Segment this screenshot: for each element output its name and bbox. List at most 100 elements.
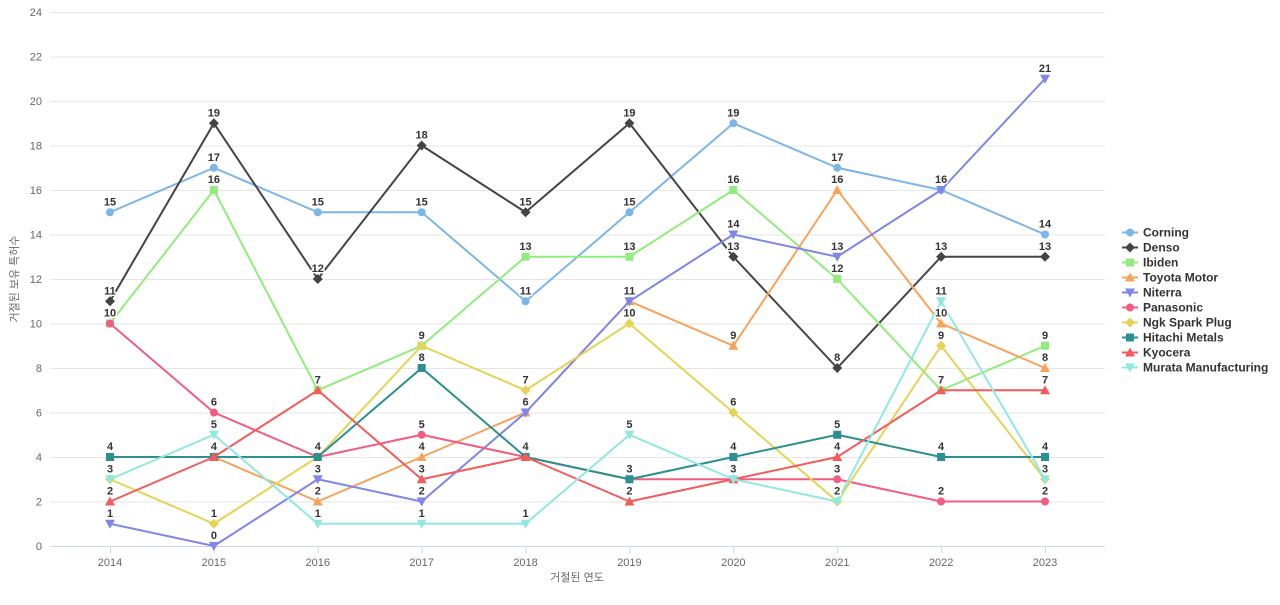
data-label: 6 [522,397,528,409]
series-lines [105,74,1050,551]
data-label: 19 [623,107,635,119]
y-axis-title: 거절된 보유 특허수 [8,235,21,322]
data-point-murata-manufacturing-2014 [105,475,115,485]
data-label: 14 [1039,219,1052,231]
y-tick-label: 12 [30,274,42,286]
data-point-murata-manufacturing-2019 [624,430,635,440]
data-point-toyota-motor-2021 [832,185,843,194]
legend-item-toyota-motor[interactable]: Toyota Motor [1122,271,1218,285]
data-point-corning-2014 [106,208,114,217]
data-point-corning-2015 [209,163,218,172]
data-point-panasonic-2023 [1041,497,1049,506]
series-ibiden [106,186,1049,395]
data-point-hitachi-metals-2019 [625,475,634,484]
data-label: 13 [831,241,843,253]
legend-marker-square-icon [1126,333,1134,342]
legend-label: Murata Manufacturing [1143,361,1268,375]
legend-item-corning[interactable]: Corning [1122,226,1189,240]
x-axis-title: 거절된 연도 [550,571,604,584]
data-label: 4 [107,441,114,453]
data-label: 18 [416,130,428,142]
data-label: 3 [834,463,840,475]
data-point-toyota-motor-2023 [1040,363,1050,372]
data-point-niterra-2020 [728,230,739,240]
data-point-denso-2019 [624,118,635,129]
x-tick-label: 2019 [617,557,641,569]
legend-item-kyocera[interactable]: Kyocera [1122,346,1191,360]
data-point-kyocera-2016 [312,385,323,395]
data-label: 9 [1042,330,1048,342]
data-label: 4 [834,441,841,453]
data-label: 16 [831,174,843,186]
legend-item-ngk-spark-plug[interactable]: Ngk Spark Plug [1122,316,1232,330]
legend-item-niterra[interactable]: Niterra [1122,286,1182,300]
data-label: 16 [208,174,220,186]
data-label: 15 [416,196,428,208]
data-label: 4 [419,441,426,453]
x-tick-label: 2014 [98,557,122,569]
data-label: 4 [730,441,737,453]
legend-item-panasonic[interactable]: Panasonic [1122,301,1203,315]
x-tick-label: 2016 [306,557,330,569]
data-label: 7 [1042,374,1048,386]
data-label: 5 [211,419,217,431]
data-label: 16 [727,174,739,186]
y-tick-label: 4 [36,452,42,464]
data-point-denso-2023 [1040,251,1050,262]
data-point-ibiden-2020 [729,186,738,194]
data-label: 19 [727,107,739,119]
legend-label: Denso [1143,241,1180,255]
data-point-hitachi-metals-2021 [833,430,842,439]
legend-item-murata-manufacturing[interactable]: Murata Manufacturing [1122,361,1268,375]
data-label: 7 [315,374,321,386]
data-label: 19 [208,107,220,119]
gridlines [50,12,1105,547]
series-line [109,300,1046,525]
y-tick-label: 22 [30,52,42,64]
data-point-ngk-spark-plug-2019 [624,318,635,329]
data-label: 10 [104,308,116,320]
data-label: 0 [211,530,217,542]
legend-item-denso[interactable]: Denso [1122,241,1180,255]
data-label: 8 [1042,352,1048,364]
data-point-murata-manufacturing-2015 [208,430,219,440]
data-label: 4 [315,441,322,453]
data-point-corning-2023 [1041,230,1049,239]
legend-item-hitachi-metals[interactable]: Hitachi Metals [1122,331,1224,345]
legend-label: Toyota Motor [1143,271,1218,285]
data-point-niterra-2016 [312,475,323,485]
series-denso [105,118,1050,373]
data-point-panasonic-2021 [833,475,842,484]
data-label: 12 [831,263,843,275]
legend-label: Hitachi Metals [1143,331,1224,345]
data-label: 13 [519,241,531,253]
legend-item-ibiden[interactable]: Ibiden [1122,256,1178,270]
data-point-niterra-2014 [105,519,115,529]
data-point-niterra-2023 [1040,74,1050,84]
series-ngk-spark-plug [105,318,1050,529]
data-point-ibiden-2015 [209,186,218,194]
data-point-denso-2016 [312,274,323,284]
data-point-kyocera-2021 [832,452,843,461]
data-point-kyocera-2015 [208,452,219,461]
legend-label: Niterra [1143,286,1182,300]
data-point-ibiden-2019 [625,252,634,261]
data-label: 2 [107,486,113,498]
data-label: 11 [935,285,947,297]
data-point-corning-2020 [729,119,738,128]
data-point-niterra-2015 [208,542,219,551]
data-point-murata-manufacturing-2022 [936,297,947,307]
data-point-ngk-spark-plug-2020 [728,407,739,418]
data-label: 4 [1042,441,1049,453]
data-label: 2 [315,486,321,498]
legend-label: Ngk Spark Plug [1143,316,1232,330]
y-tick-label: 8 [36,363,42,375]
data-point-toyota-motor-2022 [936,318,947,328]
x-tick-label: 2022 [929,557,953,569]
series-line [109,189,1046,392]
data-label: 11 [624,285,636,297]
